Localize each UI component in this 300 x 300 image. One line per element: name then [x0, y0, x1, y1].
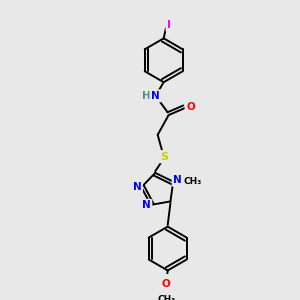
Text: O: O	[186, 102, 195, 112]
Text: H: H	[142, 91, 151, 101]
Text: N: N	[133, 182, 141, 192]
Text: N: N	[151, 91, 160, 101]
Text: CH₃: CH₃	[183, 177, 202, 186]
Text: CH₃: CH₃	[157, 295, 176, 300]
Text: N: N	[142, 200, 151, 210]
Text: I: I	[167, 20, 171, 31]
Text: S: S	[160, 152, 169, 162]
Text: O: O	[162, 279, 171, 289]
Text: N: N	[173, 175, 182, 185]
